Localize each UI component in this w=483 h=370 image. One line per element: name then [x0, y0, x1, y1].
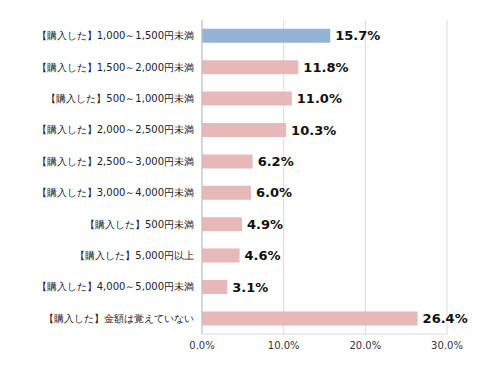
svg-text:4.9%: 4.9% [247, 217, 283, 232]
svg-text:【購入した】2,000～2,500円未満: 【購入した】2,000～2,500円未満 [37, 124, 194, 135]
svg-text:0.0%: 0.0% [189, 340, 214, 351]
svg-text:10.3%: 10.3% [291, 123, 336, 138]
svg-text:【購入した】金額は覚えていない: 【購入した】金額は覚えていない [44, 313, 194, 324]
svg-text:【購入した】3,000～4,000円未満: 【購入した】3,000～4,000円未満 [37, 187, 194, 198]
svg-text:【購入した】5,000円以上: 【購入した】5,000円以上 [75, 250, 194, 261]
svg-text:26.4%: 26.4% [423, 311, 468, 326]
svg-text:11.8%: 11.8% [303, 60, 348, 75]
svg-text:6.0%: 6.0% [256, 185, 292, 200]
svg-text:3.1%: 3.1% [232, 280, 268, 295]
svg-text:30.0%: 30.0% [431, 340, 463, 351]
svg-text:10.0%: 10.0% [268, 340, 300, 351]
svg-text:【購入した】4,000～5,000円未満: 【購入した】4,000～5,000円未満 [37, 281, 194, 292]
svg-text:15.7%: 15.7% [335, 28, 380, 43]
svg-text:20.0%: 20.0% [349, 340, 381, 351]
svg-text:6.2%: 6.2% [258, 154, 294, 169]
svg-text:【購入した】500円未満: 【購入した】500円未満 [85, 219, 194, 230]
svg-text:【購入した】1,000～1,500円未満: 【購入した】1,000～1,500円未満 [37, 30, 194, 41]
svg-text:【購入した】500～1,000円未満: 【購入した】500～1,000円未満 [46, 93, 194, 104]
svg-text:【購入した】1,500～2,000円未満: 【購入した】1,500～2,000円未満 [37, 62, 194, 73]
svg-text:【購入した】2,500～3,000円未満: 【購入した】2,500～3,000円未満 [37, 156, 194, 167]
svg-text:11.0%: 11.0% [297, 91, 342, 106]
svg-text:4.6%: 4.6% [245, 248, 281, 263]
